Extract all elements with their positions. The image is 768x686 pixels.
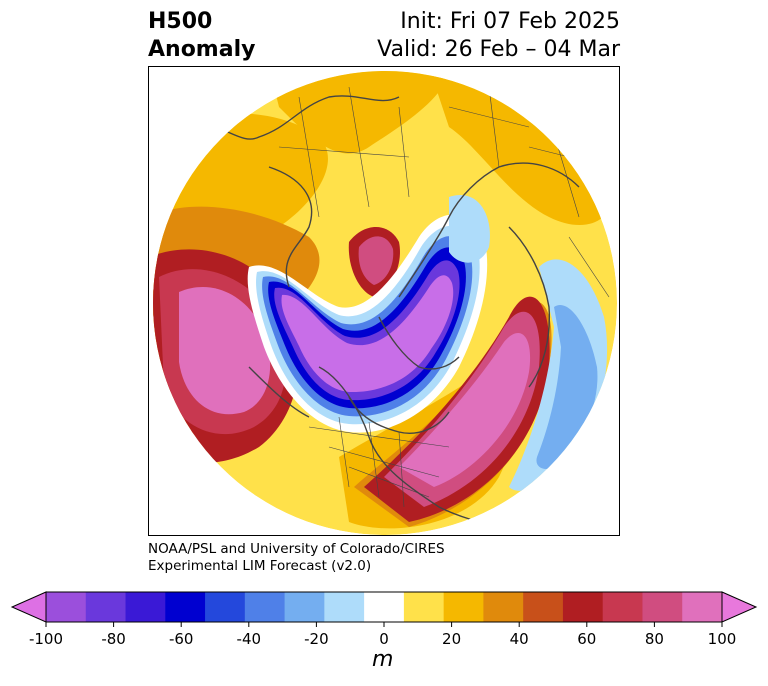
credit-text: NOAA/PSL and University of Colorado/CIRE… (148, 541, 445, 575)
colorbar-tick-label: -100 (29, 630, 63, 646)
colorbar-tick-label: 20 (442, 630, 461, 646)
colorbar-tick-label: 80 (645, 630, 664, 646)
colorbar-tick-label: 0 (379, 630, 389, 646)
colorbar-segment (165, 592, 206, 622)
colorbar: -100 -80 -60 -40 -20 0 20 40 60 80 100 (10, 591, 758, 646)
colorbar-segment (562, 592, 604, 622)
colorbar-segment (244, 592, 286, 622)
colorbar-tick-label: -20 (304, 630, 329, 646)
title-line-1: H500 (148, 9, 213, 34)
colorbar-segment (443, 592, 484, 622)
colorbar-segment (46, 592, 87, 622)
init-date: Init: Fri 07 Feb 2025 (400, 9, 620, 34)
colorbar-segment (642, 592, 683, 622)
colorbar-unit: m (372, 647, 394, 672)
colorbar-segment (682, 592, 723, 622)
colorbar-tick-label: 40 (510, 630, 529, 646)
valid-range: Valid: 26 Feb – 04 Mar (377, 37, 620, 62)
title-line-2: Anomaly (148, 37, 256, 62)
colorbar-segment (483, 592, 524, 622)
map-panel (148, 66, 620, 536)
anomaly-field (153, 71, 617, 535)
colorbar-tick-label: 100 (708, 630, 737, 646)
colorbar-segment (205, 592, 246, 622)
colorbar-tick-label: 60 (577, 630, 596, 646)
colorbar-segment (602, 592, 643, 622)
credit-line-1: NOAA/PSL and University of Colorado/CIRE… (148, 541, 445, 557)
colorbar-over-arrow (721, 591, 758, 623)
forecast-dates: Init: Fri 07 Feb 2025 Valid: 26 Feb – 04… (377, 8, 620, 64)
credit-line-2: Experimental LIM Forecast (v2.0) (148, 558, 372, 574)
colorbar-tick-label: -60 (169, 630, 194, 646)
colorbar-segment (324, 592, 365, 622)
colorbar-segment (364, 592, 405, 622)
coastlines (188, 95, 580, 528)
colorbar-under-arrow (10, 591, 47, 623)
colorbar-segment (523, 592, 564, 622)
colorbar-segment (284, 592, 325, 622)
polar-map (153, 71, 617, 535)
colorbar-segment (403, 592, 445, 622)
colorbar-segment (85, 592, 127, 622)
colorbar-tick-label: -80 (101, 630, 126, 646)
colorbar-tick-label: -40 (237, 630, 262, 646)
map-title: H500 Anomaly (148, 8, 255, 64)
colorbar-segment (125, 592, 166, 622)
